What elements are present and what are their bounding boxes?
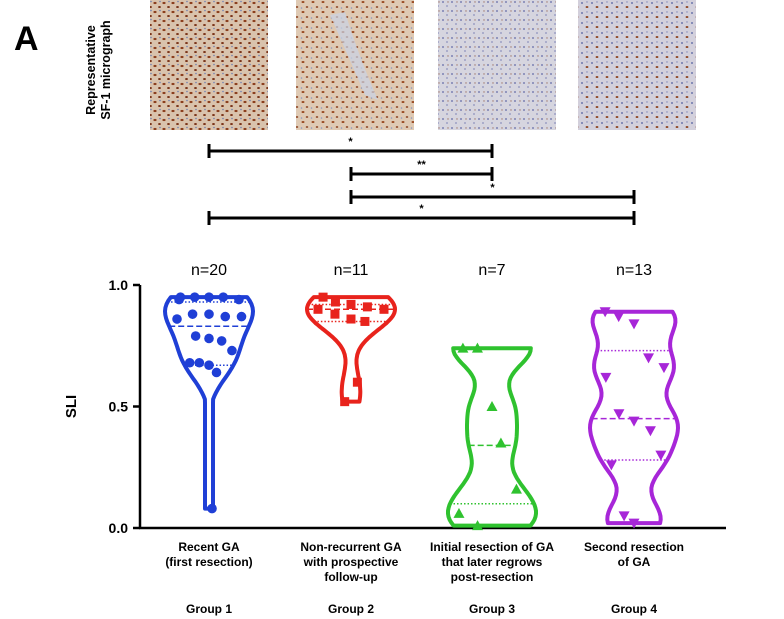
data-point-group-1	[207, 503, 217, 514]
data-point-group-4	[600, 372, 612, 383]
data-point-group-4	[655, 450, 667, 461]
category-label-line2: with prospective	[303, 555, 399, 569]
data-point-group-1	[189, 292, 200, 302]
data-point-group-4	[628, 416, 640, 427]
micrograph-group-4	[578, 0, 696, 130]
data-point-group-1	[211, 367, 222, 378]
data-point-group-1	[220, 311, 231, 322]
data-point-group-2	[340, 397, 350, 407]
micrograph-group-1	[150, 0, 268, 130]
violin-group-2	[305, 295, 397, 404]
group-label: Group 2	[328, 602, 374, 616]
significance-bars: *****	[207, 136, 636, 225]
data-point-group-1	[204, 292, 214, 302]
category-label-line2: that later regrows	[442, 555, 543, 569]
category-label-line2: (first resection)	[165, 555, 252, 569]
violin-group-3	[446, 346, 538, 528]
data-point-group-1	[204, 333, 214, 344]
y-tick-label: 0.5	[109, 399, 129, 415]
data-point-group-2	[313, 304, 323, 314]
micrograph-label-line1: Representative	[84, 25, 98, 115]
data-point-group-1	[227, 345, 237, 356]
data-point-group-4	[613, 312, 625, 323]
data-point-group-3	[495, 437, 507, 448]
data-point-group-2	[379, 304, 389, 314]
data-point-group-4	[618, 511, 630, 522]
data-point-group-4	[599, 307, 611, 318]
data-point-group-1	[204, 309, 214, 319]
n-label-group-3: n=7	[478, 262, 505, 279]
y-tick-label: 1.0	[109, 277, 129, 293]
data-point-group-3	[486, 401, 498, 411]
data-point-group-4	[628, 319, 640, 330]
group-label: Group 1	[186, 602, 232, 616]
micrographs	[150, 0, 696, 130]
category-label-line1: Initial resection of GA	[430, 540, 554, 554]
category-label-line3: post-resection	[451, 570, 534, 584]
data-point-group-1	[172, 314, 182, 324]
panel-letter: A	[14, 20, 39, 58]
category-label-line1: Non-recurrent GA	[300, 540, 402, 554]
n-label-group-2: n=11	[334, 262, 369, 279]
data-point-group-2	[362, 302, 372, 312]
data-point-group-1	[218, 292, 229, 302]
data-point-group-2	[330, 297, 340, 307]
data-point-group-3	[471, 342, 483, 353]
data-point-group-1	[194, 357, 205, 368]
n-label-group-1: n=20	[191, 262, 227, 279]
significance-label: *	[490, 182, 495, 194]
group-label: Group 3	[469, 602, 515, 616]
category-label-line1: Recent GA	[178, 540, 240, 554]
n-label-group-4: n=13	[616, 262, 652, 279]
data-point-group-1	[174, 294, 184, 305]
data-point-group-1	[187, 309, 198, 319]
data-point-group-3	[453, 507, 465, 518]
data-point-group-1	[204, 360, 214, 370]
data-point-group-2	[352, 377, 362, 387]
data-point-group-1	[190, 331, 201, 341]
category-label-line1: Second resection	[584, 540, 684, 554]
y-axis-label: SLI	[63, 395, 80, 418]
data-point-group-4	[605, 460, 617, 471]
category-label-line3: follow-up	[324, 570, 377, 584]
data-point-group-1	[236, 311, 247, 322]
data-point-group-4	[644, 426, 656, 437]
violin-group-4	[588, 309, 680, 526]
data-point-group-3	[510, 483, 522, 494]
category-label-line2: of GA	[618, 555, 651, 569]
data-point-group-1	[216, 336, 227, 346]
significance-label: **	[417, 159, 426, 171]
data-point-group-4	[613, 409, 625, 420]
significance-label: *	[348, 136, 353, 148]
data-point-group-4	[643, 353, 655, 364]
violin-chart: 0.0 0.5 1.0 SLI n=20 Recent GA(first resectio…	[63, 262, 726, 616]
micrograph-row-label: Representative SF-1 micrograph	[84, 20, 113, 119]
micrograph-label-line2: SF-1 micrograph	[99, 20, 113, 119]
data-point-group-4	[658, 363, 670, 374]
significance-label: *	[419, 203, 424, 215]
data-point-group-2	[346, 299, 356, 309]
data-point-group-1	[184, 357, 195, 368]
violin-group-1	[163, 295, 255, 511]
data-point-group-3	[457, 342, 469, 353]
data-point-group-2	[318, 292, 328, 302]
group-label: Group 4	[611, 602, 657, 616]
y-tick-label: 0.0	[109, 520, 129, 536]
micrograph-group-3	[438, 0, 556, 130]
data-point-group-1	[234, 294, 244, 305]
micrograph-vessel	[330, 12, 378, 100]
data-point-group-4	[628, 518, 640, 529]
data-point-group-2	[330, 309, 340, 319]
data-point-group-2	[346, 314, 356, 324]
data-point-group-3	[472, 520, 484, 531]
data-point-group-2	[360, 316, 370, 326]
